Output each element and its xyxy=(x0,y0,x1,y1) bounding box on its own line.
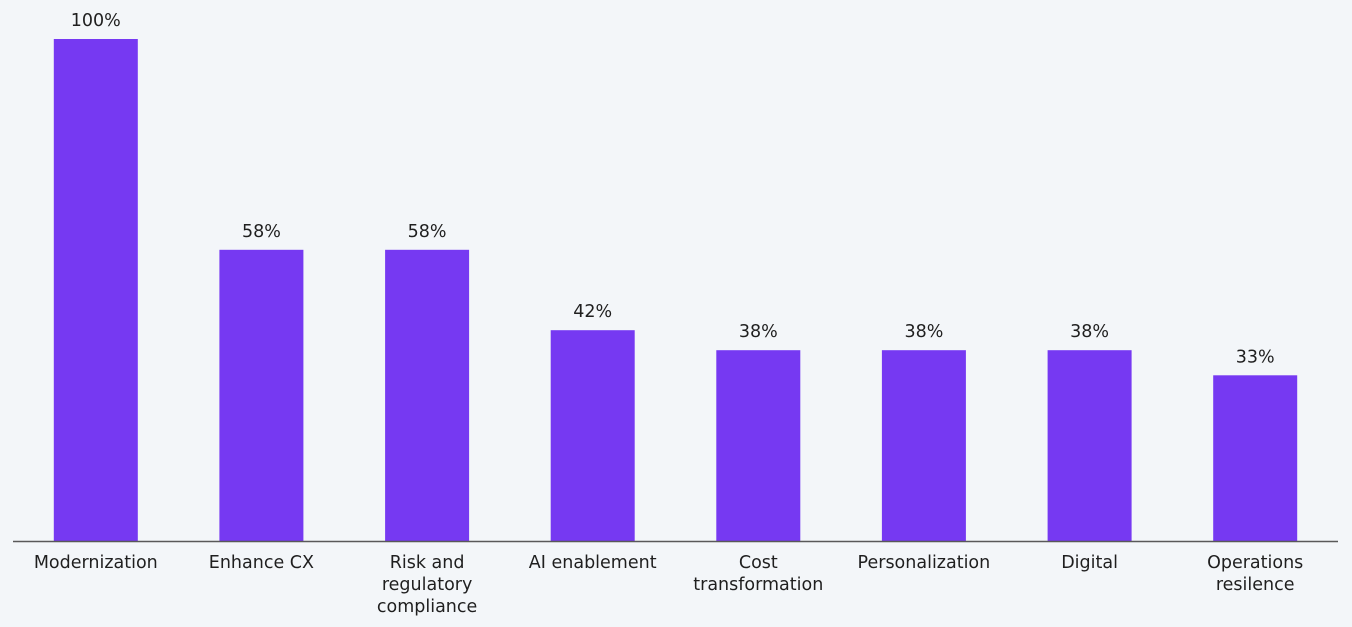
bar-3 xyxy=(550,330,635,541)
category-label-5: Personalization xyxy=(858,553,991,573)
category-label-4: Cost transformation xyxy=(693,553,823,595)
category-label-6: Digital xyxy=(1061,553,1118,573)
category-label-line: AI enablement xyxy=(529,553,657,573)
value-label-6: 38% xyxy=(1070,322,1109,342)
category-label-line: Operations xyxy=(1207,553,1303,573)
value-labels-layer: 100% 58% 58% 42% 38% 38% 38% 33% xyxy=(71,11,1275,367)
category-label-7: Operations resilence xyxy=(1207,553,1303,595)
category-label-line: Personalization xyxy=(858,553,991,573)
value-label-4: 38% xyxy=(739,322,778,342)
value-label-1: 58% xyxy=(242,222,281,242)
value-label-5: 38% xyxy=(904,322,943,342)
value-label-2: 58% xyxy=(408,222,447,242)
category-labels-layer: Modernization Enhance CX Risk and regulator… xyxy=(34,553,1303,617)
value-label-7: 33% xyxy=(1236,347,1275,367)
category-label-line: Enhance CX xyxy=(209,553,314,573)
category-label-1: Enhance CX xyxy=(209,553,314,573)
category-label-line: compliance xyxy=(377,597,477,617)
category-label-line: transformation xyxy=(693,575,823,595)
category-label-line: regulatory xyxy=(382,575,472,595)
bar-0 xyxy=(53,39,138,541)
category-label-2: Risk and regulatory compliance xyxy=(377,553,477,617)
category-label-3: AI enablement xyxy=(529,553,657,573)
bars-layer xyxy=(53,39,1298,542)
bar-4 xyxy=(716,350,801,541)
value-label-0: 100% xyxy=(71,11,121,31)
bar-2 xyxy=(385,249,470,542)
bar-5 xyxy=(881,350,966,541)
category-label-line: resilence xyxy=(1216,575,1295,595)
category-label-line: Risk and xyxy=(390,553,465,573)
bar-7 xyxy=(1213,375,1298,541)
bar-6 xyxy=(1047,350,1132,541)
category-label-line: Cost xyxy=(739,553,778,573)
category-label-line: Modernization xyxy=(34,553,158,573)
category-label-0: Modernization xyxy=(34,553,158,573)
category-label-line: Digital xyxy=(1061,553,1118,573)
value-label-3: 42% xyxy=(573,302,612,322)
bar-1 xyxy=(219,249,304,542)
